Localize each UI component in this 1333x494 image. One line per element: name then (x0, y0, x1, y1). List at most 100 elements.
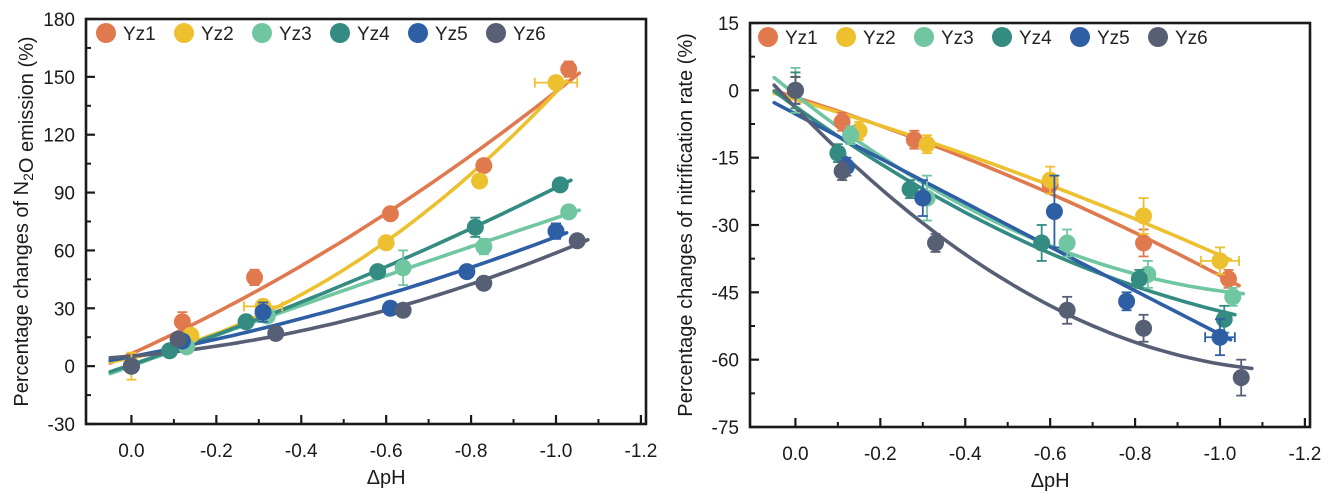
data-point (833, 162, 851, 180)
x-axis-title: ΔpH (367, 467, 406, 489)
data-point (1135, 234, 1153, 252)
legend-item-yz1: Yz1 (96, 23, 156, 45)
data-point (1224, 288, 1242, 306)
x-tick-label: -1.0 (1204, 444, 1237, 465)
series-Yz6 (786, 75, 1250, 397)
y-tick-label: 30 (54, 299, 75, 320)
data-point (560, 203, 578, 221)
legend-label: Yz4 (1019, 28, 1052, 49)
data-point (1041, 171, 1059, 189)
fit-curve-Yz3 (772, 75, 1246, 296)
data-point (560, 60, 578, 78)
legend: Yz1 Yz2 Yz3 Yz4 Yz5 Yz6 (758, 27, 1208, 49)
data-point (568, 232, 586, 250)
x-tick-label: -0.8 (455, 441, 488, 462)
data-point (1058, 301, 1076, 319)
y-tick-label: -30 (48, 415, 75, 436)
data-point (267, 324, 285, 342)
legend-item-yz2: Yz2 (174, 23, 234, 45)
data-point (842, 126, 860, 144)
legend-marker-icon (836, 27, 856, 47)
data-point (173, 313, 191, 331)
data-point (1219, 270, 1237, 288)
y-tick-label: 15 (718, 14, 739, 35)
data-point (169, 330, 187, 348)
data-point (475, 274, 493, 292)
data-point (475, 238, 493, 256)
y-axis-title: Percentage changes of nitrification rate… (675, 33, 697, 417)
x-tick-label: -0.2 (864, 444, 897, 465)
y-tick-label: 0 (64, 357, 75, 378)
y-tick-label: -30 (712, 216, 739, 237)
y-tick-label: 180 (43, 10, 75, 31)
legend-marker-icon (992, 27, 1012, 47)
y-tick-label: -15 (712, 149, 739, 170)
x-tick-label: -1.0 (540, 441, 573, 462)
legend-label: Yz3 (279, 24, 312, 45)
x-tick-label: -0.6 (370, 441, 403, 462)
x-tick-label: -0.8 (1119, 444, 1152, 465)
legend-marker-icon (96, 23, 116, 43)
legend-label: Yz5 (1097, 28, 1130, 49)
x-tick-label: -0.6 (1034, 444, 1067, 465)
legend-marker-icon (1070, 27, 1090, 47)
legend-label: Yz6 (1175, 28, 1208, 49)
data-point (547, 222, 565, 240)
data-point (254, 303, 272, 321)
legend-label: Yz6 (513, 24, 546, 45)
fit-curve-Yz2 (772, 91, 1233, 262)
legend-item-yz3: Yz3 (914, 27, 974, 49)
legend-marker-icon (330, 23, 350, 43)
x-tick-label: -0.2 (200, 441, 233, 462)
x-tick-label: 0.0 (782, 444, 808, 465)
chart-nitrification-rate: 0.0 -0.2 -0.4 -0.6 -0.8 -1.0 -1.2 15 0 -15 -30 -45 -… (660, 0, 1333, 494)
x-tick-label: 0.0 (118, 441, 144, 462)
y-tick-label: -75 (712, 418, 739, 439)
legend-marker-icon (758, 27, 778, 47)
data-point (547, 74, 565, 92)
legend-marker-icon (914, 27, 934, 47)
legend-marker-icon (174, 23, 194, 43)
data-point (1135, 319, 1153, 337)
legend-label: Yz3 (941, 28, 974, 49)
y-tick-label: 0 (728, 81, 739, 102)
series-Yz2 (122, 74, 579, 381)
data-point (1045, 203, 1063, 221)
legend-label: Yz2 (863, 28, 896, 49)
x-tick-label: -1.2 (625, 441, 658, 462)
legend-item-yz5: Yz5 (1070, 27, 1130, 49)
series-Yz6 (122, 232, 586, 375)
legend-marker-icon (252, 23, 272, 43)
x-tick-label: -0.4 (949, 444, 982, 465)
y-tick-label: -60 (712, 351, 739, 372)
y-axis-title: Percentage changes of N2O emission (%) (11, 36, 38, 406)
data-point (1130, 270, 1148, 288)
data-point (1211, 328, 1229, 346)
axes: 0.0 -0.2 -0.4 -0.6 -0.8 -1.0 -1.2 15 0 -15 -30 -45 -… (712, 14, 1322, 465)
y-tick-label: 120 (43, 126, 75, 147)
data-point (1232, 369, 1250, 387)
legend-label: Yz5 (435, 24, 468, 45)
y-tick-label: 150 (43, 68, 75, 89)
legend-item-yz6: Yz6 (486, 23, 546, 45)
legend-item-yz6: Yz6 (1148, 27, 1208, 49)
data-point (394, 301, 412, 319)
y-tick-label: 60 (54, 241, 75, 262)
legend-item-yz5: Yz5 (408, 23, 468, 45)
data-point (381, 299, 399, 317)
x-tick-label: -0.4 (285, 441, 318, 462)
fit-curve-Yz5 (772, 100, 1233, 342)
series-Yz2 (786, 71, 1240, 276)
series-Yz3 (786, 66, 1242, 307)
chart-n2o-emission-canvas: 0.0 -0.2 -0.4 -0.6 -0.8 -1.0 -1.2 180 150 120 90 60… (11, 10, 658, 489)
data-point (1118, 292, 1136, 310)
y-tick-label: 90 (54, 184, 75, 205)
data-point (466, 218, 484, 236)
legend-item-yz4: Yz4 (330, 23, 390, 45)
legend-label: Yz2 (201, 24, 234, 45)
legend-label: Yz1 (785, 28, 818, 49)
data-point (1135, 207, 1153, 225)
legend-label: Yz4 (357, 24, 390, 45)
data-point (927, 234, 945, 252)
